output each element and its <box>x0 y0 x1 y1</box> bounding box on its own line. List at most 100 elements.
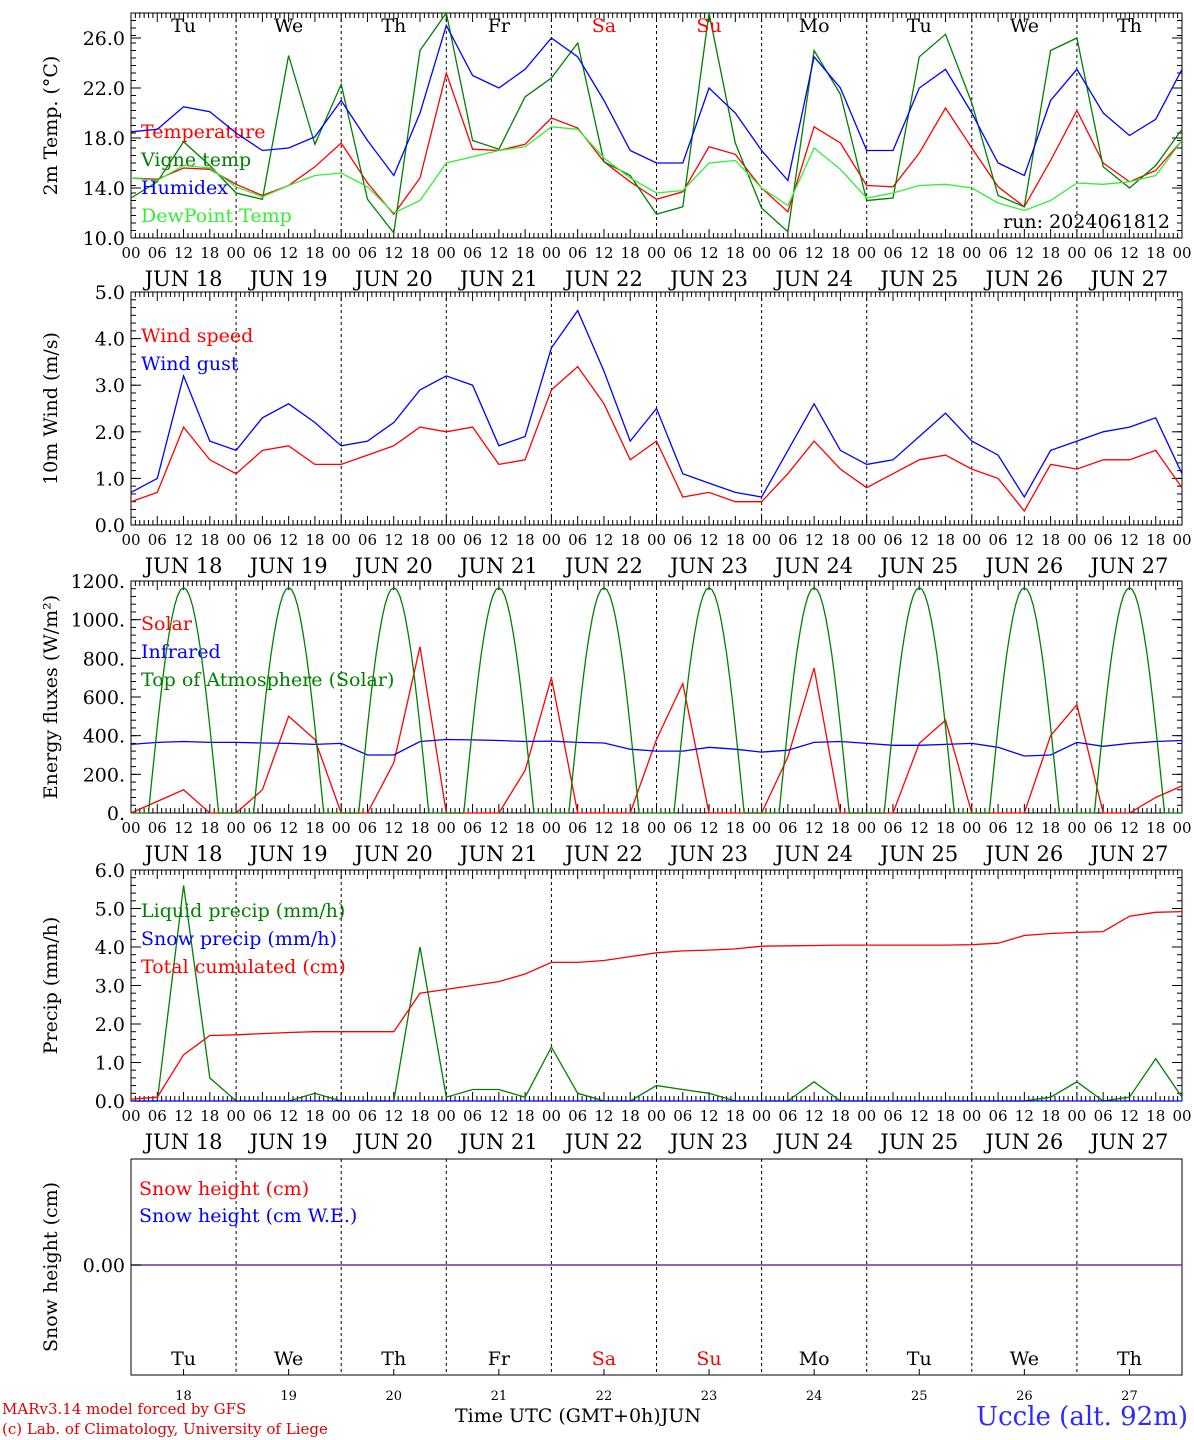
hour-label: 00 <box>121 819 140 837</box>
hour-label: 18 <box>200 531 219 549</box>
hour-label: 18 <box>200 244 219 262</box>
hour-label: 18 <box>726 819 745 837</box>
hour-label: 12 <box>700 244 719 262</box>
y-tick-label: 1.0 <box>95 1053 125 1075</box>
y-axis-label: 10m Wind (m/s) <box>40 332 62 485</box>
y-axis-label: 2m Temp. (°C) <box>40 56 62 196</box>
date-label: JUN 27 <box>1089 267 1169 291</box>
y-tick-label: 22.0 <box>83 78 125 100</box>
hour-label: 18 <box>410 244 429 262</box>
day-name: We <box>1010 1348 1039 1370</box>
day-number: 25 <box>911 1389 928 1404</box>
hour-label: 00 <box>647 819 666 837</box>
hour-label: 00 <box>227 1107 246 1125</box>
hour-label: 12 <box>910 819 929 837</box>
y-tick-label: 18.0 <box>83 128 125 150</box>
y-tick-label: 200. <box>83 764 125 786</box>
day-name: Tu <box>171 1348 196 1370</box>
hour-label: 00 <box>962 1107 981 1125</box>
hour-label: 00 <box>437 244 456 262</box>
hour-label: 12 <box>279 244 298 262</box>
hour-label: 06 <box>253 819 272 837</box>
legend-entry: Solar <box>141 613 193 635</box>
series-line <box>130 365 1183 513</box>
legend-entry: Infrared <box>141 641 221 663</box>
day-name: Su <box>696 1348 721 1370</box>
day-number: 24 <box>806 1389 823 1404</box>
y-tick-label: 2.0 <box>95 422 125 444</box>
hour-label: 00 <box>121 531 140 549</box>
hour-label: 00 <box>121 244 140 262</box>
date-label: JUN 23 <box>668 554 748 578</box>
hour-label: 18 <box>1146 244 1165 262</box>
hour-label: 18 <box>726 531 745 549</box>
hour-label: 06 <box>463 244 482 262</box>
hour-label: 12 <box>384 244 403 262</box>
hour-label: 06 <box>358 244 377 262</box>
date-label: JUN 25 <box>878 554 958 578</box>
day-name: We <box>274 15 303 37</box>
date-label: JUN 20 <box>353 267 433 291</box>
date-label: JUN 26 <box>983 554 1063 578</box>
date-label: JUN 24 <box>773 554 853 578</box>
legend-entry: Snow height (cm W.E.) <box>139 1205 357 1227</box>
date-label: JUN 18 <box>143 842 223 866</box>
legend-entry: Wind speed <box>141 325 253 347</box>
date-label: JUN 22 <box>563 1130 643 1154</box>
series-line <box>130 11 1183 235</box>
hour-label: 00 <box>1067 819 1086 837</box>
date-label: JUN 24 <box>773 842 853 866</box>
hour-label: 00 <box>857 1107 876 1125</box>
day-name: We <box>1010 15 1039 37</box>
series-line <box>130 738 1183 757</box>
hour-label: 18 <box>726 244 745 262</box>
day-name: Fr <box>488 1348 511 1370</box>
hour-label: 00 <box>752 244 771 262</box>
series-line <box>131 587 1182 814</box>
hour-label: 06 <box>883 1107 902 1125</box>
hour-label: 06 <box>778 531 797 549</box>
hour-label: 06 <box>358 531 377 549</box>
hour-label: 18 <box>936 244 955 262</box>
hour-label: 12 <box>594 1107 613 1125</box>
hour-label: 18 <box>831 1107 850 1125</box>
date-label: JUN 21 <box>458 267 538 291</box>
day-number: 21 <box>491 1389 508 1404</box>
day-name: Th <box>381 15 406 37</box>
y-tick-label: 14.0 <box>83 178 125 200</box>
hour-label: 18 <box>516 244 535 262</box>
hour-label: 06 <box>463 819 482 837</box>
day-number: 18 <box>175 1389 192 1404</box>
hour-label: 12 <box>1015 244 1034 262</box>
hour-label: 00 <box>1067 531 1086 549</box>
hour-label: 06 <box>778 244 797 262</box>
hour-label: 06 <box>148 244 167 262</box>
hour-label: 06 <box>358 1107 377 1125</box>
hour-label: 12 <box>489 1107 508 1125</box>
hour-label: 18 <box>1041 1107 1060 1125</box>
y-tick-label: 0.00 <box>83 1255 125 1277</box>
hour-label: 06 <box>463 1107 482 1125</box>
day-name: We <box>274 1348 303 1370</box>
hour-label: 00 <box>437 531 456 549</box>
hour-label: 06 <box>1094 1107 1113 1125</box>
date-label: JUN 18 <box>143 554 223 578</box>
legend-entry: Snow precip (mm/h) <box>141 928 337 950</box>
date-label: JUN 27 <box>1089 1130 1169 1154</box>
day-name: Tu <box>907 15 932 37</box>
run-annotation: run: 2024061812 <box>1003 211 1170 233</box>
hour-label: 06 <box>253 1107 272 1125</box>
legend-entry: Humidex <box>141 177 228 199</box>
date-label: JUN 25 <box>878 267 958 291</box>
hour-label: 06 <box>1094 819 1113 837</box>
date-label: JUN 26 <box>983 267 1063 291</box>
hour-label: 00 <box>437 819 456 837</box>
hour-label: 12 <box>279 531 298 549</box>
hour-label: 06 <box>148 819 167 837</box>
date-label: JUN 19 <box>248 1130 328 1154</box>
date-label: JUN 27 <box>1089 554 1169 578</box>
hour-label: 00 <box>332 244 351 262</box>
hour-label: 00 <box>1172 531 1191 549</box>
hour-label: 00 <box>647 1107 666 1125</box>
hour-label: 12 <box>805 531 824 549</box>
